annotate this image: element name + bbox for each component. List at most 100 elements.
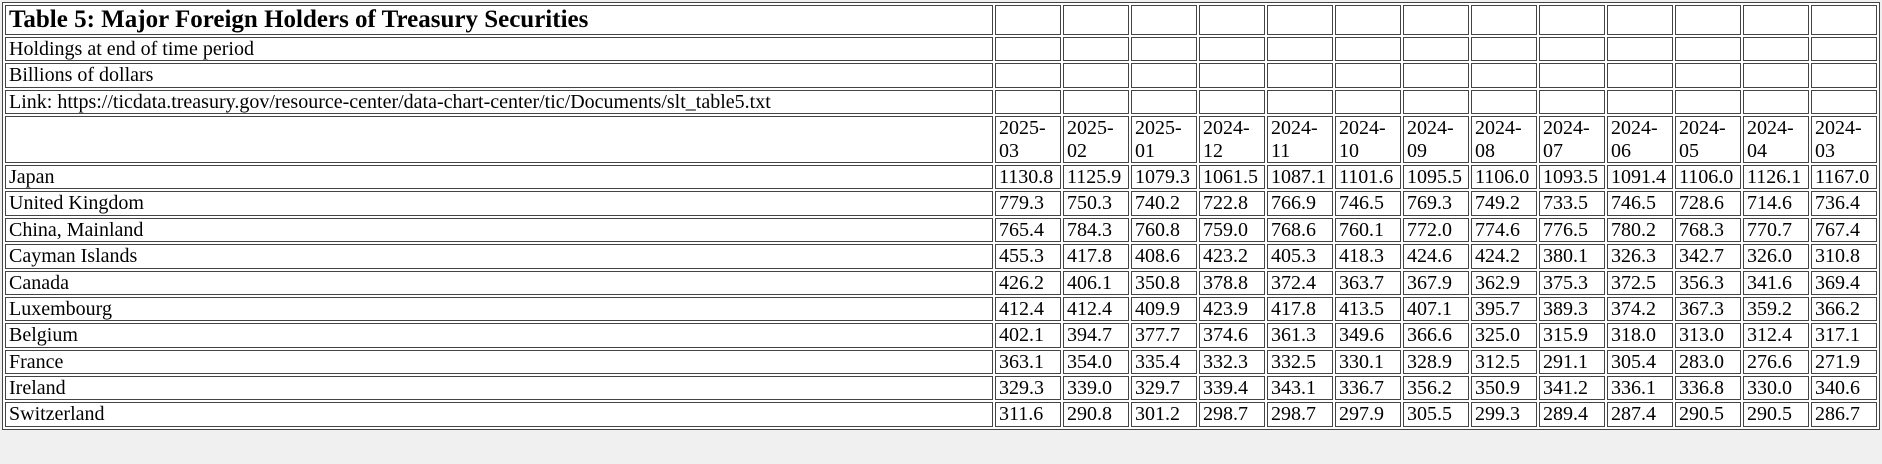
units-row: Billions of dollars bbox=[5, 63, 1877, 88]
empty-cell bbox=[1675, 63, 1741, 88]
dates-header-row: 2025-03 2025-02 2025-01 2024-12 2024-11 2024-… bbox=[5, 116, 1877, 163]
value-cell: 760.1 bbox=[1335, 217, 1401, 243]
empty-cell bbox=[1199, 37, 1265, 62]
value-cell: 733.5 bbox=[1539, 191, 1605, 216]
value-cell: 1130.8 bbox=[995, 164, 1061, 190]
value-cell: 769.3 bbox=[1403, 191, 1469, 216]
value-cell: 298.7 bbox=[1199, 402, 1265, 427]
value-cell: 774.6 bbox=[1471, 217, 1537, 243]
empty-cell bbox=[1335, 89, 1401, 115]
empty-cell bbox=[1811, 5, 1877, 35]
value-cell: 369.4 bbox=[1811, 270, 1877, 295]
value-cell: 283.0 bbox=[1675, 349, 1741, 375]
empty-cell bbox=[995, 37, 1061, 62]
value-cell: 287.4 bbox=[1607, 402, 1673, 427]
value-cell: 350.8 bbox=[1131, 270, 1197, 295]
title-row: Table 5: Major Foreign Holders of Treasu… bbox=[5, 5, 1877, 35]
value-cell: 336.7 bbox=[1335, 376, 1401, 401]
empty-cell bbox=[1403, 63, 1469, 88]
value-cell: 367.3 bbox=[1675, 296, 1741, 322]
value-cell: 728.6 bbox=[1675, 191, 1741, 216]
empty-cell bbox=[1811, 89, 1877, 115]
empty-cell bbox=[1335, 63, 1401, 88]
empty-cell bbox=[1403, 89, 1469, 115]
value-cell: 276.6 bbox=[1743, 349, 1809, 375]
empty-cell bbox=[1743, 89, 1809, 115]
value-cell: 378.8 bbox=[1199, 270, 1265, 295]
value-cell: 330.0 bbox=[1743, 376, 1809, 401]
value-cell: 336.1 bbox=[1607, 376, 1673, 401]
value-cell: 342.7 bbox=[1675, 244, 1741, 269]
value-cell: 407.1 bbox=[1403, 296, 1469, 322]
empty-cell bbox=[1471, 37, 1537, 62]
empty-cell bbox=[995, 63, 1061, 88]
treasury-holders-table: Table 5: Major Foreign Holders of Treasu… bbox=[2, 2, 1880, 430]
value-cell: 366.6 bbox=[1403, 323, 1469, 348]
empty-cell bbox=[1471, 5, 1537, 35]
empty-cell bbox=[1335, 37, 1401, 62]
value-cell: 1125.9 bbox=[1063, 164, 1129, 190]
value-cell: 286.7 bbox=[1811, 402, 1877, 427]
empty-cell bbox=[995, 89, 1061, 115]
value-cell: 418.3 bbox=[1335, 244, 1401, 269]
empty-cell bbox=[1267, 63, 1333, 88]
column-header-2025-01: 2025-01 bbox=[1131, 116, 1197, 163]
value-cell: 317.1 bbox=[1811, 323, 1877, 348]
value-cell: 367.9 bbox=[1403, 270, 1469, 295]
table-row: Switzerland 311.6 290.8 301.2 298.7 298.7 297.… bbox=[5, 402, 1877, 427]
value-cell: 374.2 bbox=[1607, 296, 1673, 322]
empty-cell bbox=[1607, 89, 1673, 115]
empty-cell bbox=[1471, 89, 1537, 115]
value-cell: 417.8 bbox=[1063, 244, 1129, 269]
empty-cell bbox=[1743, 37, 1809, 62]
value-cell: 310.8 bbox=[1811, 244, 1877, 269]
value-cell: 336.8 bbox=[1675, 376, 1741, 401]
empty-cell bbox=[1607, 5, 1673, 35]
value-cell: 1095.5 bbox=[1403, 164, 1469, 190]
value-cell: 405.3 bbox=[1267, 244, 1333, 269]
value-cell: 408.6 bbox=[1131, 244, 1197, 269]
value-cell: 412.4 bbox=[1063, 296, 1129, 322]
value-cell: 409.9 bbox=[1131, 296, 1197, 322]
value-cell: 350.9 bbox=[1471, 376, 1537, 401]
value-cell: 313.0 bbox=[1675, 323, 1741, 348]
value-cell: 363.7 bbox=[1335, 270, 1401, 295]
value-cell: 339.0 bbox=[1063, 376, 1129, 401]
row-label: Canada bbox=[5, 270, 993, 295]
value-cell: 356.2 bbox=[1403, 376, 1469, 401]
empty-cell bbox=[1063, 5, 1129, 35]
table-row: Cayman Islands 455.3 417.8 408.6 423.2 405.3 4… bbox=[5, 244, 1877, 269]
value-cell: 305.4 bbox=[1607, 349, 1673, 375]
value-cell: 455.3 bbox=[995, 244, 1061, 269]
value-cell: 394.7 bbox=[1063, 323, 1129, 348]
column-header-2024-05: 2024-05 bbox=[1675, 116, 1741, 163]
value-cell: 366.2 bbox=[1811, 296, 1877, 322]
value-cell: 406.1 bbox=[1063, 270, 1129, 295]
value-cell: 330.1 bbox=[1335, 349, 1401, 375]
column-header-2024-08: 2024-08 bbox=[1471, 116, 1537, 163]
table-row: Luxembourg 412.4 412.4 409.9 423.9 417.8 413.5… bbox=[5, 296, 1877, 322]
value-cell: 1091.4 bbox=[1607, 164, 1673, 190]
data-body: Japan 1130.8 1125.9 1079.3 1061.5 1087.1 1101.… bbox=[5, 164, 1877, 427]
value-cell: 413.5 bbox=[1335, 296, 1401, 322]
value-cell: 389.3 bbox=[1539, 296, 1605, 322]
value-cell: 1087.1 bbox=[1267, 164, 1333, 190]
column-header-2024-09: 2024-09 bbox=[1403, 116, 1469, 163]
header-section: Table 5: Major Foreign Holders of Treasu… bbox=[5, 5, 1877, 163]
value-cell: 332.3 bbox=[1199, 349, 1265, 375]
value-cell: 749.2 bbox=[1471, 191, 1537, 216]
value-cell: 359.2 bbox=[1743, 296, 1809, 322]
value-cell: 363.1 bbox=[995, 349, 1061, 375]
value-cell: 1106.0 bbox=[1675, 164, 1741, 190]
value-cell: 1167.0 bbox=[1811, 164, 1877, 190]
value-cell: 770.7 bbox=[1743, 217, 1809, 243]
value-cell: 746.5 bbox=[1335, 191, 1401, 216]
value-cell: 311.6 bbox=[995, 402, 1061, 427]
row-label: France bbox=[5, 349, 993, 375]
value-cell: 768.3 bbox=[1675, 217, 1741, 243]
table-row: France 363.1 354.0 335.4 332.3 332.5 330.1 328.… bbox=[5, 349, 1877, 375]
table-row: China, Mainland 765.4 784.3 760.8 759.0 768.6… bbox=[5, 217, 1877, 243]
value-cell: 380.1 bbox=[1539, 244, 1605, 269]
empty-cell bbox=[1131, 63, 1197, 88]
value-cell: 395.7 bbox=[1471, 296, 1537, 322]
